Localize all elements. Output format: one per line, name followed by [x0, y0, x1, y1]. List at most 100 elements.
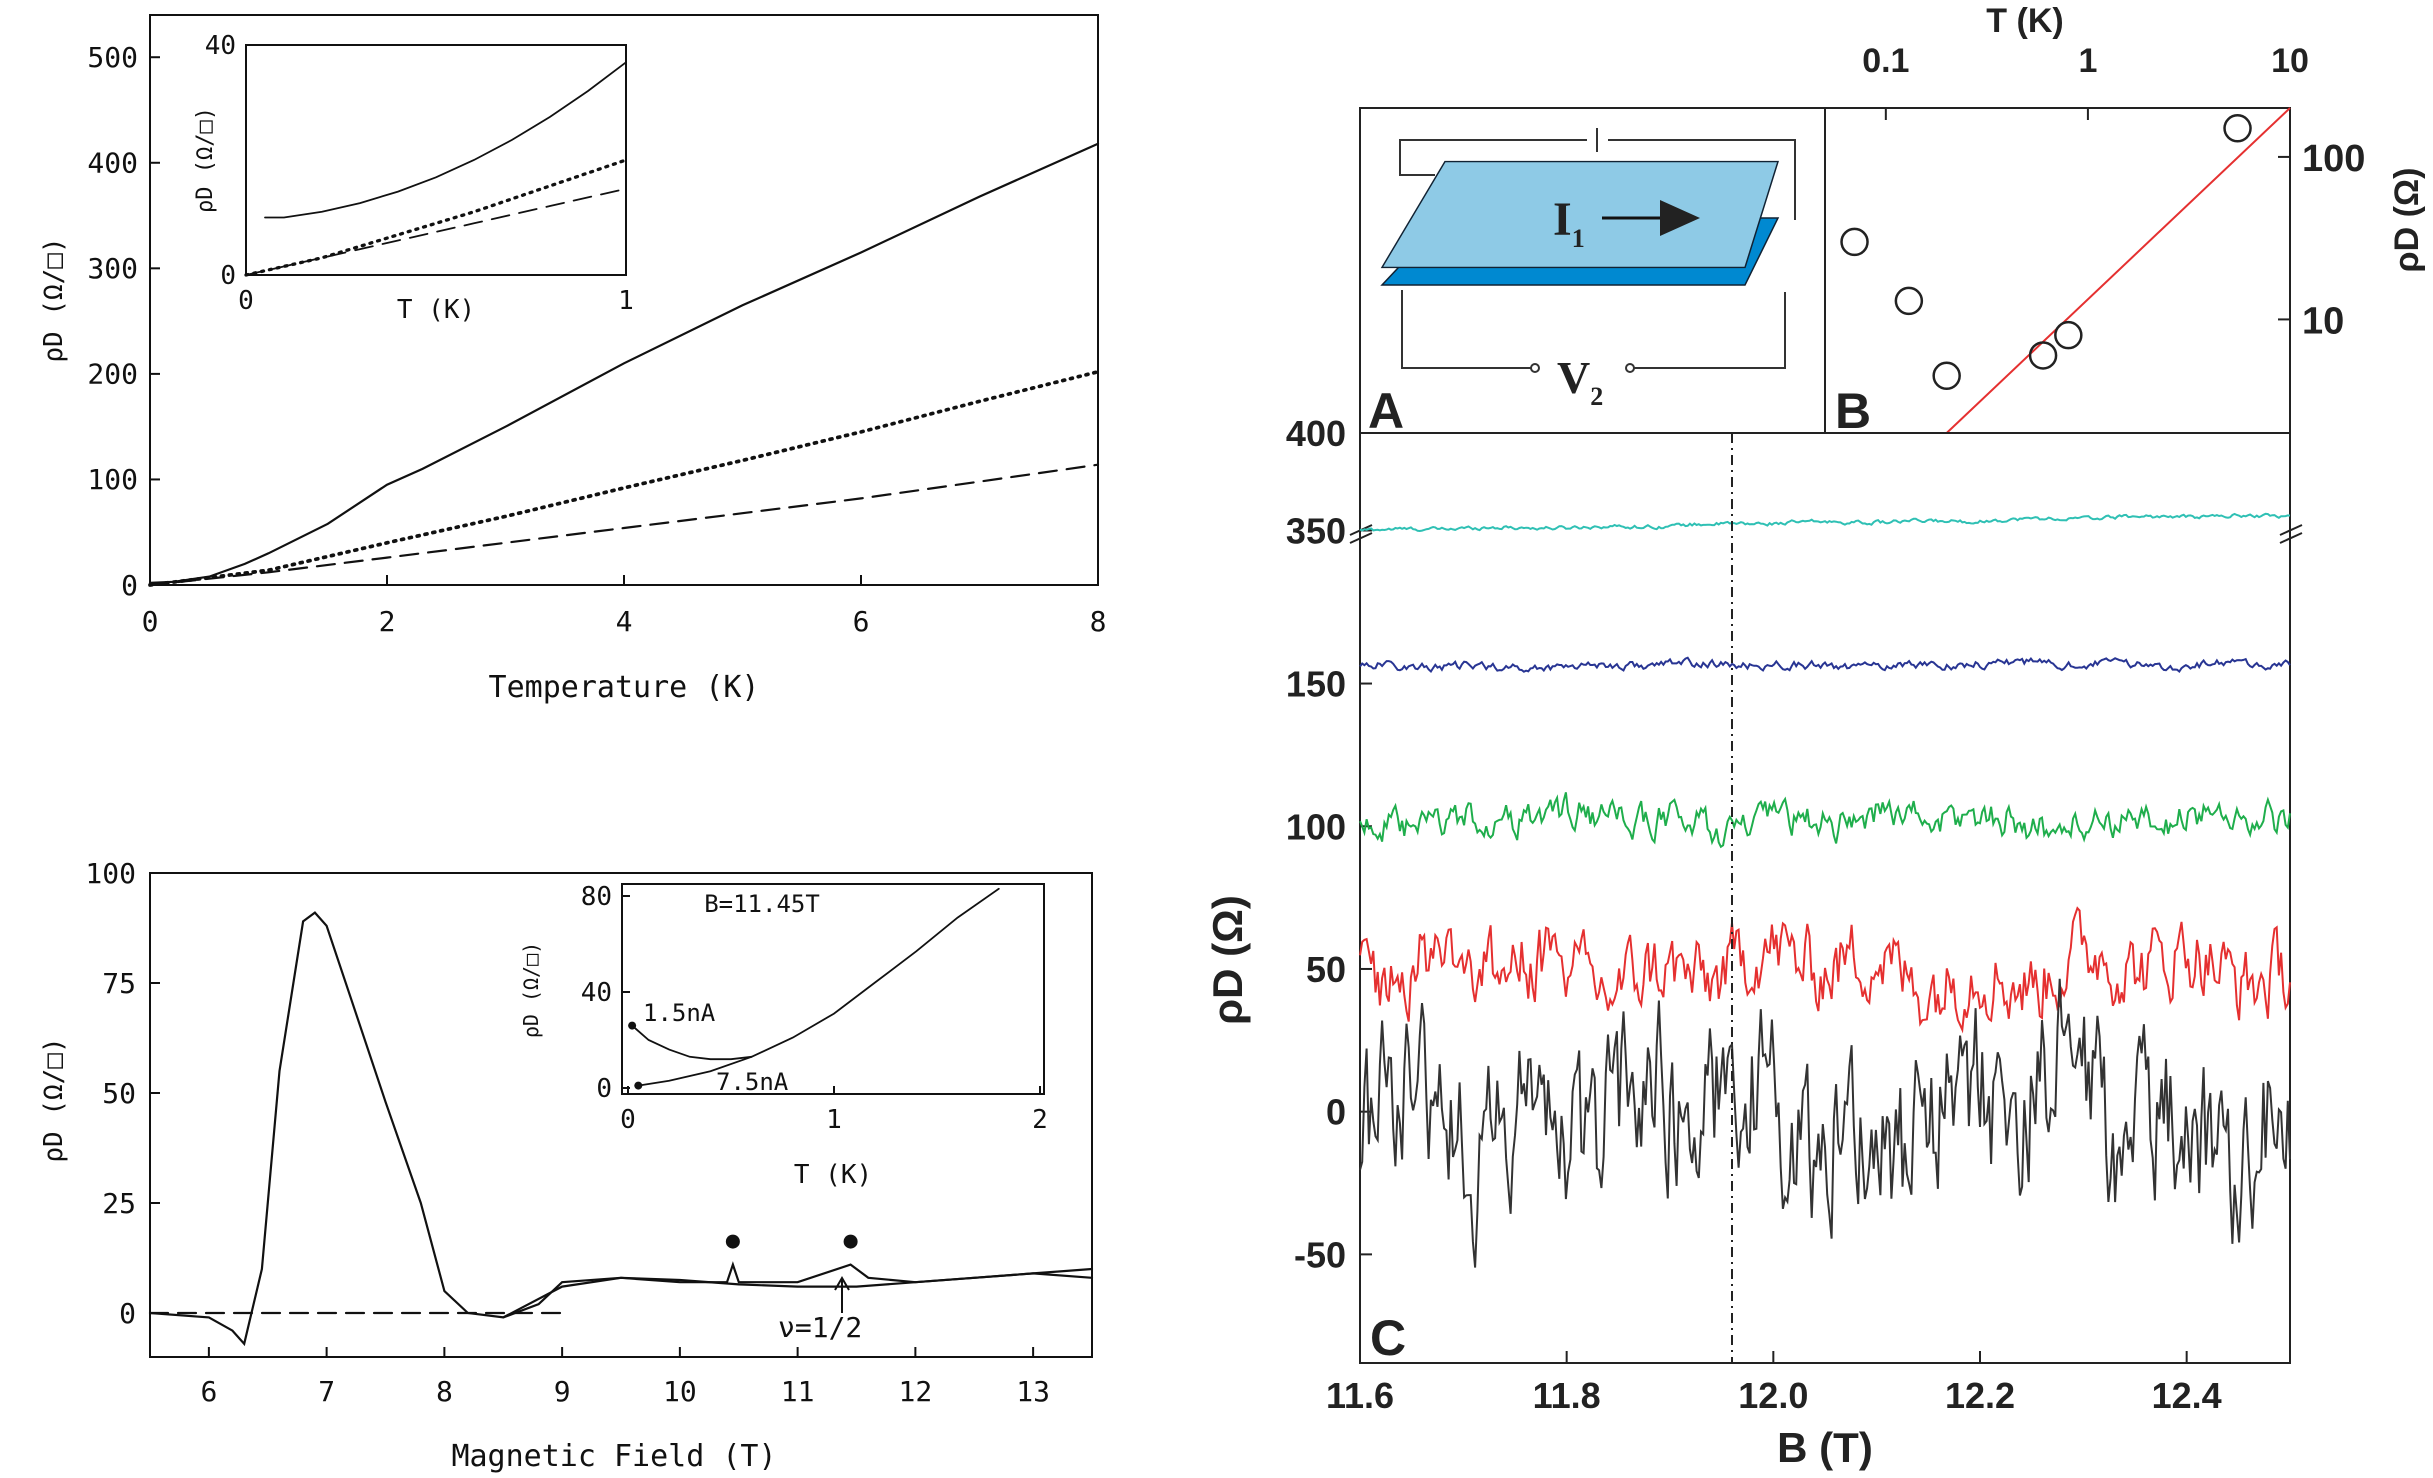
current-symbol: I	[1553, 193, 1572, 246]
y-tick-label: 80	[581, 882, 612, 912]
inset-point	[628, 1021, 637, 1030]
x-tick-label: 12	[899, 1375, 933, 1408]
current-arrow-head-icon	[1660, 200, 1700, 236]
voltage-terminal-left	[1530, 363, 1540, 373]
inset-y-axis-label: ρD (Ω/□)	[519, 942, 543, 1038]
y-tick-label: 0	[121, 569, 138, 602]
x-tick-label: 1	[618, 286, 634, 316]
inset-x-axis-label: T (K)	[794, 1160, 872, 1190]
x-tick-label: 8	[436, 1375, 453, 1408]
plot-frame	[149, 872, 1093, 1358]
current-label: I1	[1553, 193, 1585, 253]
x-tick-label: 11.6	[1326, 1375, 1394, 1416]
y-tick-label: 400	[87, 147, 138, 180]
panel-b-ticks: 0.1 1 10 10 100	[1862, 42, 2365, 342]
trace-cyan	[1359, 512, 2291, 533]
data-point	[1894, 286, 1924, 316]
voltage-symbol: V	[1557, 352, 1590, 403]
y-axis-label: ρD (Ω/□)	[39, 1037, 69, 1162]
y-tick-label: 100	[85, 857, 136, 890]
x-tick-label: 1	[826, 1105, 842, 1135]
inset-curve-dashed	[245, 187, 627, 276]
y-tick-label: 0	[1326, 1092, 1346, 1133]
x-tick-label: 12.0	[1738, 1375, 1808, 1416]
panel-a-label: A	[1368, 383, 1404, 439]
nu-label: ν=1/2	[778, 1311, 862, 1344]
x-tick-label: 9	[554, 1375, 571, 1408]
panel-c-series	[1359, 512, 2291, 1268]
x-tick-label: 0	[238, 286, 254, 316]
x-tick-label: 2	[1032, 1105, 1048, 1135]
peak-dot	[843, 1234, 858, 1249]
break-mark-right-2	[2279, 532, 2303, 544]
y-tick-label: 100	[2302, 138, 2365, 180]
y-tick-label: 0	[596, 1074, 612, 1104]
inset-frame	[621, 883, 1045, 1095]
break-mark-right	[2279, 524, 2303, 536]
series-group	[148, 142, 1100, 587]
y-tick-label: -50	[1294, 1234, 1346, 1275]
arrow-head-icon	[834, 1276, 850, 1291]
trace-black	[1359, 978, 2291, 1268]
inset-x-axis-label: T (K)	[397, 295, 475, 325]
nu-annotation: ν=1/2	[778, 1276, 862, 1344]
panel-b-x-axis-label: T (K)	[1986, 2, 2063, 40]
x-tick-label: 7	[318, 1375, 335, 1408]
x-tick-label: 12.2	[1945, 1375, 2015, 1416]
x-tick-label: 10	[663, 1375, 697, 1408]
x-tick-label: 10	[2271, 42, 2309, 80]
x-tick-label: 0.1	[1862, 42, 1909, 80]
current-subscript: 1	[1572, 224, 1585, 253]
panel-c-y-axis-label: ρD (Ω)	[1204, 895, 1251, 1025]
inset-curve-solid	[264, 61, 627, 219]
y-tick-label: 10	[2302, 300, 2344, 342]
top-layer	[1380, 160, 1779, 269]
panel-c-frame	[1359, 432, 2291, 1364]
inset-label-7-5na: 7.5nA	[716, 1068, 789, 1096]
break-mark-left-2	[1349, 532, 1373, 544]
panel-c-x-axis-label: B (T)	[1777, 1424, 1873, 1471]
inset-y-axis-label: ρD (Ω/□)	[193, 107, 218, 213]
x-tick-label: 4	[616, 605, 633, 638]
inset-label-1-5na: 1.5nA	[643, 999, 716, 1027]
data-point	[2054, 320, 2083, 350]
panel-c-label: C	[1370, 1310, 1406, 1366]
curve-smooth	[502, 1272, 1094, 1319]
y-tick-label: 75	[102, 967, 136, 1000]
device-schematic: I1 V2	[1380, 128, 1796, 411]
inset-curve-1.5nA	[631, 1024, 753, 1061]
panel-c-ticks: 11.6 11.8 12.0 12.2 12.4 -50 0 50 100 150 350 400	[1286, 413, 2222, 1416]
y-tick-label: 40	[205, 31, 236, 61]
voltage-subscript: 2	[1590, 382, 1603, 411]
x-tick-label: 0	[620, 1105, 636, 1135]
axis-break	[1349, 524, 2303, 544]
trace-navy	[1359, 656, 2291, 674]
y-tick-label: 0	[220, 261, 236, 291]
curve-dotted	[148, 369, 1100, 587]
curve-solid	[148, 142, 1100, 585]
curve-dashed	[148, 463, 1100, 587]
inset-series-group	[244, 61, 628, 277]
x-tick-label: 11.8	[1533, 1375, 1601, 1416]
x-tick-label: 11	[781, 1375, 815, 1408]
inset-curve-7.5nA	[637, 887, 1000, 1087]
y-tick-label: 350	[1286, 511, 1346, 552]
y-tick-label: 50	[102, 1077, 136, 1110]
y-tick-label: 25	[102, 1187, 136, 1220]
y-axis-label: ρD (Ω/□)	[39, 237, 69, 362]
voltage-terminal-right	[1625, 363, 1635, 373]
y-tick-label: 150	[1286, 664, 1346, 705]
data-point	[2223, 114, 2252, 143]
x-tick-label: 13	[1016, 1375, 1050, 1408]
x-tick-label: 2	[379, 605, 396, 638]
trace-red	[1359, 906, 2291, 1034]
peak-dot	[725, 1234, 740, 1249]
data-point	[1932, 361, 1961, 391]
y-tick-label: 100	[87, 463, 138, 496]
fit-line	[1945, 107, 2291, 434]
